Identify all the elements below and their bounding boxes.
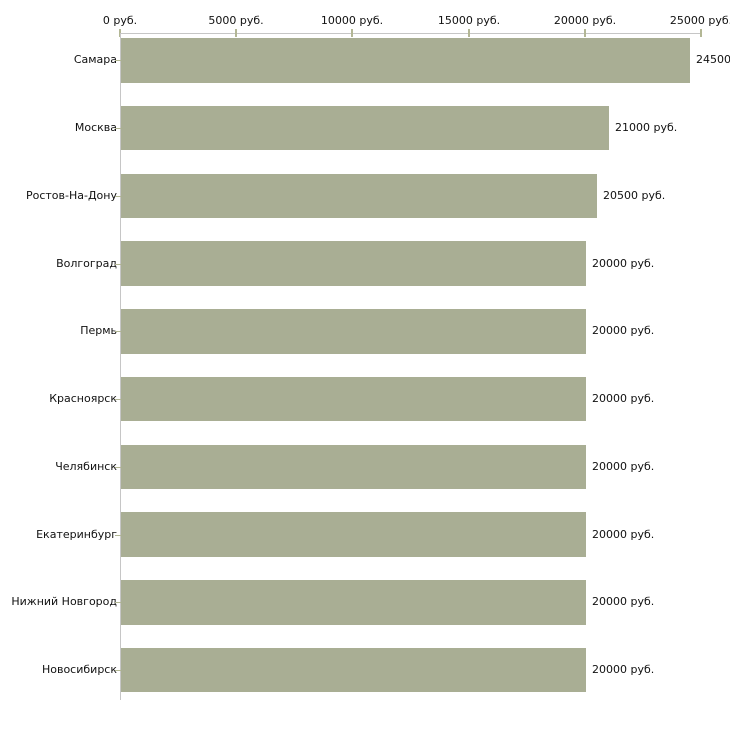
category-tick — [115, 196, 121, 197]
category-label: Нижний Новгород — [11, 595, 117, 609]
category-label: Москва — [74, 121, 117, 134]
x-axis-tick-label: 15000 руб. — [437, 14, 501, 27]
value-label: 24500 — [696, 53, 730, 67]
value-label: 20000 руб. — [592, 527, 655, 541]
value-label: 20000 руб. — [592, 392, 655, 405]
x-axis-tick-label: 25000 руб. — [669, 14, 730, 27]
x-axis-tick — [584, 29, 586, 37]
x-axis-tick-label: 10000 руб. — [320, 14, 384, 27]
category-tick — [115, 602, 121, 603]
bar — [121, 105, 609, 151]
x-axis-tick — [351, 29, 353, 37]
category-label: Екатеринбург — [36, 527, 117, 541]
category-label: Пермь — [80, 324, 117, 338]
category-label: Новосибирск — [41, 663, 117, 676]
bar — [121, 512, 586, 557]
category-tick — [115, 60, 121, 61]
category-tick — [115, 331, 121, 332]
value-label: 20000 руб. — [592, 663, 655, 676]
bar — [121, 173, 597, 218]
bar — [121, 647, 586, 693]
category-label: Самара — [73, 53, 117, 67]
x-axis-tick-label: 5000 руб. — [208, 14, 264, 27]
bar — [121, 38, 690, 83]
bar — [121, 241, 586, 286]
category-tick — [115, 399, 121, 400]
x-axis-line — [120, 33, 701, 34]
bar — [121, 309, 586, 354]
value-label: 20500 руб. — [603, 188, 666, 202]
value-label: 20000 руб. — [592, 595, 655, 609]
category-label: Ростов-На-Дону — [25, 188, 117, 202]
x-axis-tick-label: 20000 руб. — [553, 14, 617, 27]
bar — [121, 444, 586, 489]
category-label: Волгоград — [56, 256, 117, 270]
value-label: 20000 руб. — [592, 324, 655, 338]
category-tick — [115, 128, 121, 129]
value-label: 20000 руб. — [592, 459, 655, 473]
category-tick — [115, 467, 121, 468]
y-axis-line — [120, 33, 121, 700]
bar — [121, 376, 586, 422]
x-axis-tick — [468, 29, 470, 37]
x-axis-tick — [235, 29, 237, 37]
category-tick — [115, 264, 121, 265]
value-label: 20000 руб. — [592, 256, 655, 270]
category-tick — [115, 535, 121, 536]
category-tick — [115, 670, 121, 671]
x-axis-tick — [700, 29, 702, 37]
x-axis-tick-label: 0 руб. — [102, 14, 138, 27]
category-label: Красноярск — [49, 392, 117, 405]
bar — [121, 580, 586, 625]
value-label: 21000 руб. — [615, 121, 678, 134]
category-label: Челябинск — [55, 459, 117, 473]
